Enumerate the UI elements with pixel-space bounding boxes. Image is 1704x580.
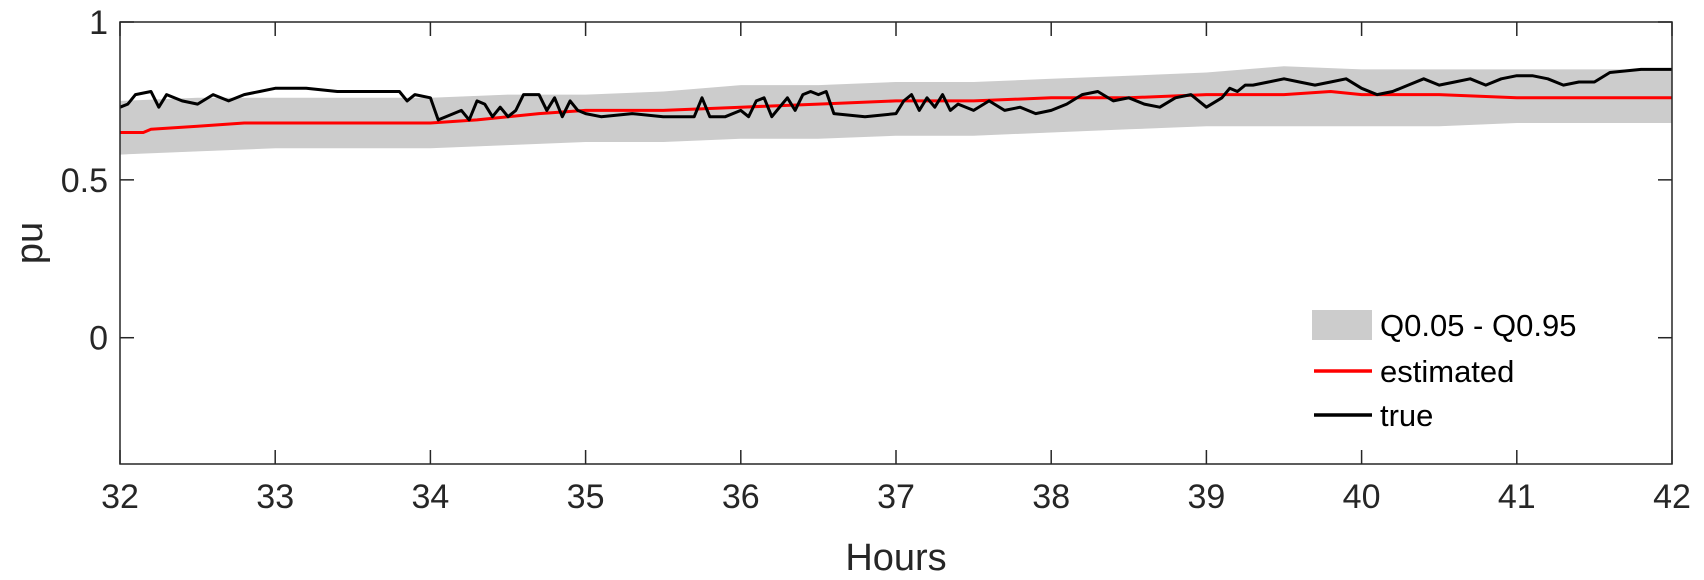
series-line-true: [119, 67, 1672, 122]
y-tick-label: 0: [89, 320, 108, 358]
legend-band-label: Q0.05 - Q0.95: [1380, 308, 1576, 343]
x-tick-label: 32: [101, 478, 139, 516]
y-tick-label: 0.5: [61, 162, 108, 200]
y-tick-label: 1: [89, 4, 108, 42]
x-tick-label: 41: [1498, 478, 1536, 516]
x-tick-label: 39: [1187, 478, 1225, 516]
quantile-band: [120, 66, 1672, 155]
ticks: 32 33 34 35 36 37 38 39 40 41 42 0 0.5 1: [61, 4, 1691, 516]
y-axis-title: pu: [9, 222, 51, 264]
x-tick-label: 37: [877, 478, 915, 516]
series-line-estimated: [120, 90, 1672, 134]
x-tick-label: 38: [1032, 478, 1070, 516]
plot-area: [119, 66, 1672, 155]
x-tick-label: 42: [1653, 478, 1691, 516]
legend-true-label: true: [1380, 398, 1433, 433]
x-tick-label: 40: [1343, 478, 1381, 516]
x-axis-title: Hours: [845, 537, 946, 579]
legend-estimated-label: estimated: [1380, 354, 1514, 389]
x-tick-label: 36: [722, 478, 760, 516]
legend-band-swatch: [1312, 310, 1372, 340]
x-tick-label: 35: [567, 478, 605, 516]
x-tick-label: 34: [411, 478, 449, 516]
legend: Q0.05 - Q0.95 estimated true: [1312, 308, 1576, 433]
x-tick-label: 33: [256, 478, 294, 516]
